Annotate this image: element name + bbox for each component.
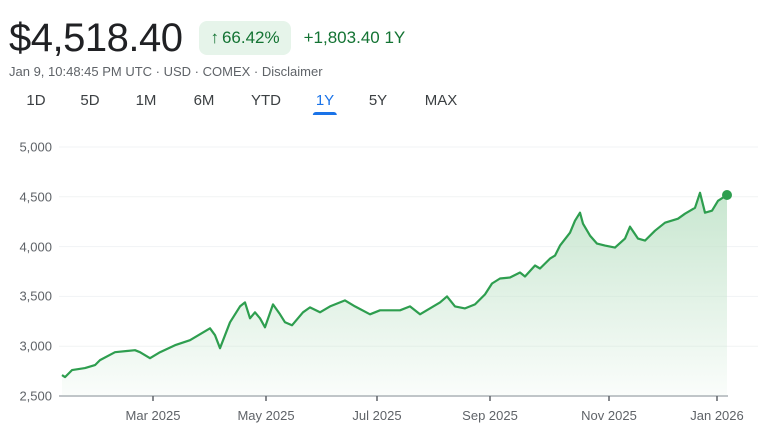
price-chart: 5,000 4,500 4,000 3,500 3,000 2,500 Mar 2025 Ma… [0, 130, 768, 445]
tab-max[interactable]: MAX [424, 92, 458, 109]
current-price: $4,518.40 [9, 16, 183, 60]
quote-header: $4,518.40 ↑ 66.42% +1,803.40 1Y [9, 14, 405, 62]
arrow-up-icon: ↑ [210, 28, 219, 47]
price-line [61, 191, 728, 379]
price-area-fill [62, 192, 727, 396]
change-percent: 66.42% [221, 28, 280, 47]
y-axis-label: 4,000 [19, 239, 52, 255]
tab-1d[interactable]: 1D [26, 92, 46, 109]
tab-6m[interactable]: 6M [193, 92, 215, 109]
y-axis-label: 5,000 [19, 139, 52, 155]
y-axis-label: 3,000 [19, 338, 52, 354]
y-axis-label: 4,500 [19, 189, 52, 205]
last-price-dot [722, 190, 732, 201]
x-axis-label: Jul 2025 [352, 408, 402, 423]
x-axis-label: Mar 2025 [125, 408, 181, 423]
y-axis-label: 3,500 [19, 288, 52, 304]
tab-5y[interactable]: 5Y [368, 92, 388, 109]
x-axis-label: May 2025 [237, 408, 295, 423]
tab-5d[interactable]: 5D [80, 92, 100, 109]
quote-meta: Jan 9, 10:48:45 PM UTC · USD · COMEX · D… [9, 64, 323, 79]
x-axis-label: Jan 2026 [690, 408, 744, 423]
chart-plot [59, 146, 758, 401]
x-axis-label: Nov 2025 [581, 408, 637, 423]
change-absolute: +1,803.40 1Y [303, 28, 406, 47]
tab-1m[interactable]: 1M [135, 92, 157, 109]
tab-1y[interactable]: 1Y [312, 92, 338, 115]
tab-ytd[interactable]: YTD [251, 92, 281, 109]
y-axis-label: 2,500 [19, 388, 52, 404]
change-percent-badge: ↑ 66.42% [199, 21, 291, 55]
x-axis-label: Sep 2025 [462, 408, 518, 423]
